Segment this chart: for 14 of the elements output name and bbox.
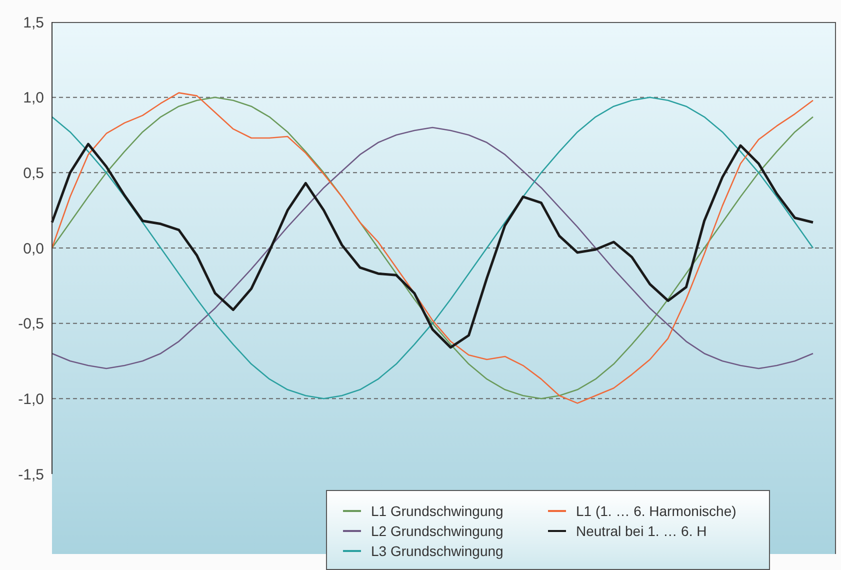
y-tick-label: -1,5 [18, 466, 44, 484]
line-series [51, 126, 814, 370]
line-series [50, 142, 814, 349]
legend-label: Neutral bei 1. … 6. H [575, 522, 708, 541]
y-tick-label: 1,5 [23, 14, 44, 32]
y-tick-label: 1,0 [23, 90, 44, 107]
y-tick-label: -1,0 [18, 390, 44, 408]
legend-label: L2 Grundschwingung [370, 522, 504, 541]
y-tick-label: 0,5 [23, 164, 44, 182]
y-tick-label: -0,5 [18, 316, 44, 333]
legend-label: L3 Grundschwingung [370, 542, 504, 561]
y-tick-label: 0,0 [23, 240, 44, 258]
legend-label: L1 Grundschwingung [370, 502, 504, 521]
legend-label: L1 (1. … 6. Harmonische) [575, 502, 738, 521]
